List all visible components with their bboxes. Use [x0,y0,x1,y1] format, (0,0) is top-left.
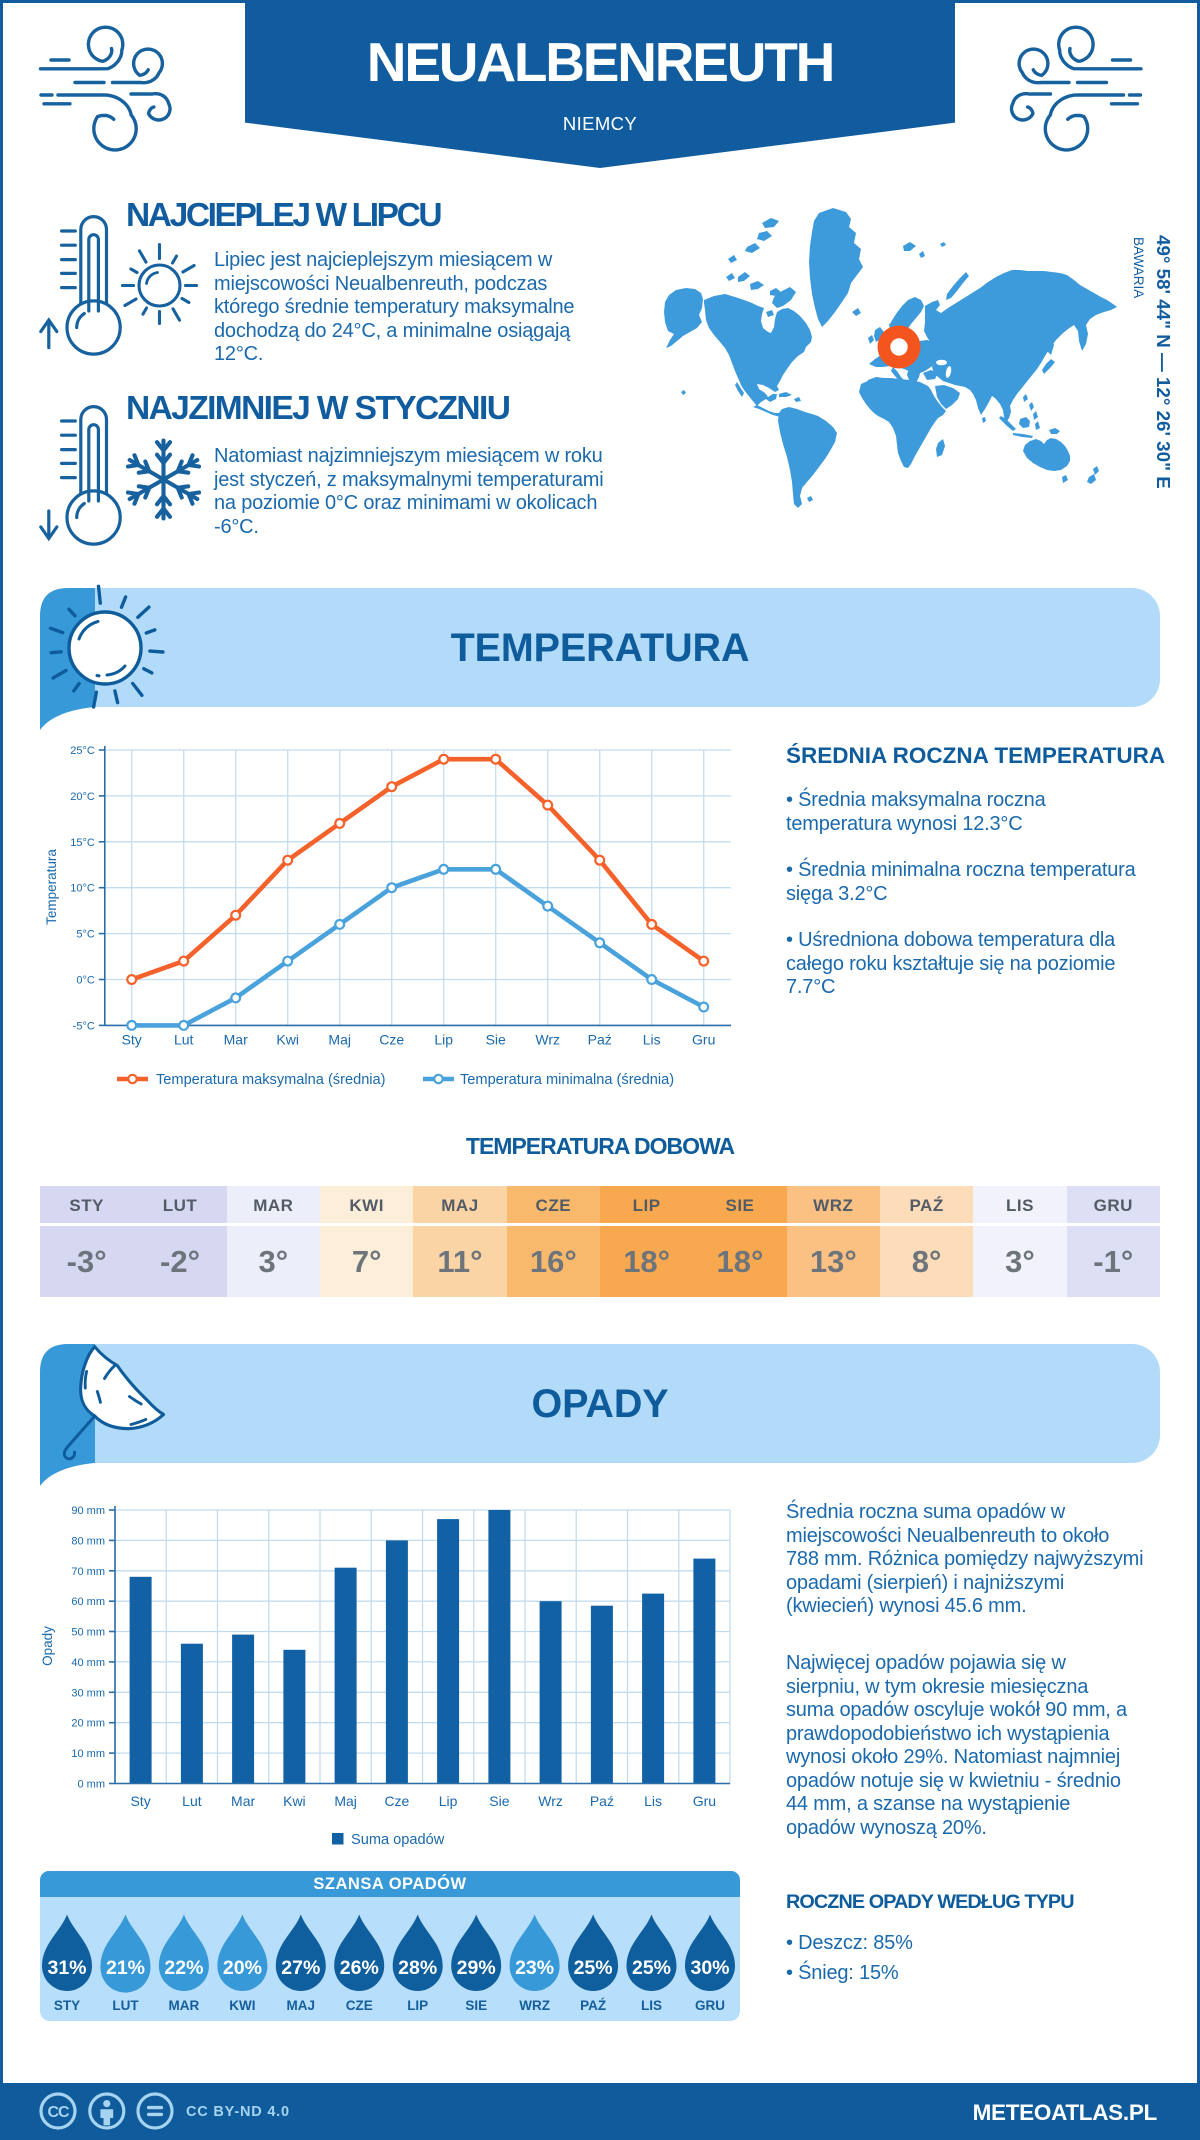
svg-text:Opady: Opady [40,1626,55,1666]
svg-text:0°C: 0°C [76,975,95,987]
svg-text:15°C: 15°C [70,837,95,849]
svg-text:Kwi: Kwi [276,1032,299,1048]
svg-text:0 mm: 0 mm [78,1779,106,1791]
svg-text:40 mm: 40 mm [71,1657,105,1669]
svg-text:Lut: Lut [182,1793,202,1809]
svg-text:60 mm: 60 mm [71,1596,105,1608]
svg-text:Suma opadów: Suma opadów [351,1832,445,1848]
svg-text:20°C: 20°C [70,791,95,803]
svg-text:Gru: Gru [693,1793,716,1809]
svg-text:90 mm: 90 mm [71,1505,105,1517]
svg-text:25°C: 25°C [70,745,95,757]
svg-text:20 mm: 20 mm [71,1718,105,1730]
svg-text:Maj: Maj [334,1793,357,1809]
svg-text:Sie: Sie [486,1032,506,1048]
svg-text:Mar: Mar [224,1032,248,1048]
svg-text:Maj: Maj [328,1032,351,1048]
svg-text:Lip: Lip [434,1032,453,1048]
svg-text:Cze: Cze [379,1032,404,1048]
svg-text:Gru: Gru [692,1032,715,1048]
svg-text:Wrz: Wrz [538,1793,563,1809]
svg-text:Wrz: Wrz [535,1032,560,1048]
svg-text:Temperatura maksymalna (średni: Temperatura maksymalna (średnia) [156,1072,386,1088]
svg-text:-5°C: -5°C [73,1020,95,1032]
svg-text:Temperatura: Temperatura [44,849,59,925]
svg-text:10 mm: 10 mm [71,1748,105,1760]
svg-text:Sty: Sty [130,1793,150,1809]
svg-text:Lip: Lip [439,1793,458,1809]
svg-text:Lis: Lis [643,1032,661,1048]
svg-text:Paź: Paź [590,1793,614,1809]
svg-text:Temperatura minimalna (średnia: Temperatura minimalna (średnia) [460,1072,674,1088]
svg-text:5°C: 5°C [76,929,95,941]
svg-text:Paź: Paź [588,1032,612,1048]
svg-text:30 mm: 30 mm [71,1687,105,1699]
svg-text:Lis: Lis [644,1793,662,1809]
svg-text:Mar: Mar [231,1793,255,1809]
svg-text:Kwi: Kwi [283,1793,306,1809]
svg-text:50 mm: 50 mm [71,1627,105,1639]
svg-text:80 mm: 80 mm [71,1535,105,1547]
svg-text:10°C: 10°C [70,883,95,895]
svg-text:Sty: Sty [122,1032,142,1048]
svg-text:Lut: Lut [174,1032,194,1048]
svg-text:Sie: Sie [489,1793,509,1809]
svg-text:Cze: Cze [384,1793,409,1809]
svg-text:70 mm: 70 mm [71,1566,105,1578]
